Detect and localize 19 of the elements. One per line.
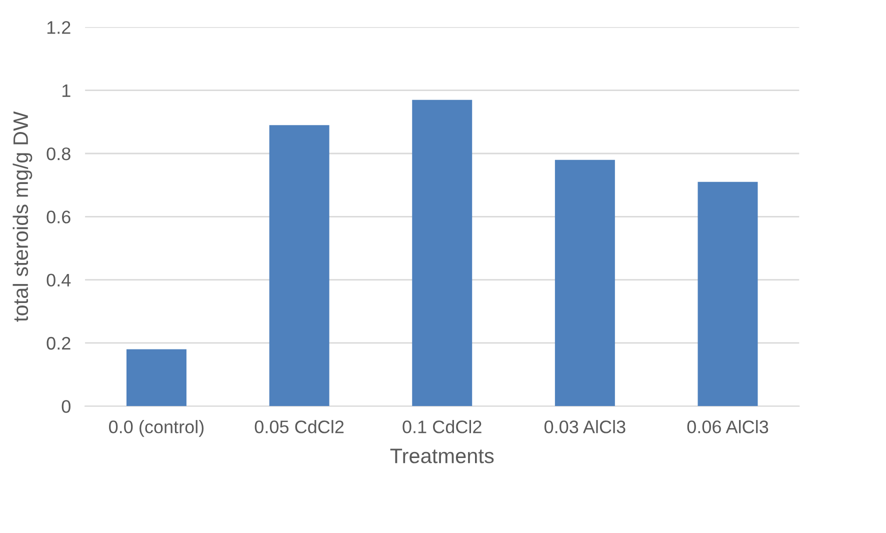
x-tick-label: 0.03 AlCl3 — [544, 420, 626, 434]
x-axis-title: Treatments — [390, 448, 494, 464]
bar — [126, 349, 186, 406]
y-tick-label: 0 — [62, 400, 70, 413]
y-tick-label: 1 — [62, 84, 70, 97]
bar — [412, 100, 472, 406]
y-axis-title: total steroids mg/g DW — [12, 111, 32, 322]
y-tick-label: 0.6 — [46, 210, 70, 224]
y-tick-label: 0.4 — [46, 274, 71, 287]
y-tick-label: 0.8 — [46, 147, 70, 160]
x-tick-label: 0.05 CdCl2 — [254, 420, 344, 434]
x-tick-label: 0.0 (control) — [109, 420, 204, 437]
y-tick-label: 0.2 — [46, 336, 70, 350]
x-tick-label: 0.06 AlCl3 — [687, 420, 768, 434]
x-tick-label: 0.1 CdCl2 — [402, 420, 482, 434]
bar — [698, 182, 758, 406]
y-tick-label: 1.2 — [47, 21, 70, 34]
bar — [554, 160, 615, 406]
bar — [269, 125, 330, 406]
